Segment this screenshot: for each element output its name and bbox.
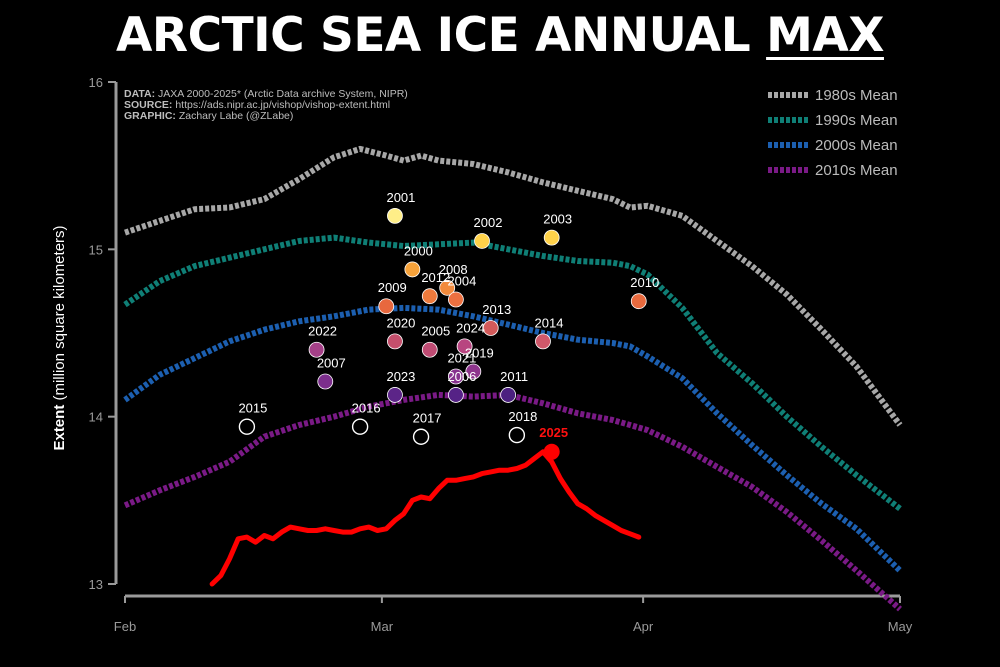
annual-max-label: 2019 bbox=[465, 345, 494, 360]
annual-max-label: 2024 bbox=[456, 320, 485, 335]
annual-max-point bbox=[447, 387, 464, 403]
annual-max-label: 2021 bbox=[447, 351, 476, 366]
x-tick-label: Feb bbox=[114, 619, 136, 634]
annual-max-point bbox=[404, 261, 421, 278]
annual-max-label: 2013 bbox=[482, 302, 511, 317]
annual-max-label: 2014 bbox=[535, 315, 564, 330]
annual-max-label: 2009 bbox=[378, 280, 407, 295]
annual-max-label: 2003 bbox=[543, 212, 572, 227]
annual-max-point bbox=[387, 333, 403, 350]
title-main: ARCTIC SEA ICE ANNUAL bbox=[116, 8, 767, 63]
annual-max-point bbox=[387, 387, 403, 403]
y-tick-label: 15 bbox=[89, 242, 103, 257]
annual-max-label: 2018 bbox=[508, 409, 537, 424]
source-graphic-line: GRAPHIC: Zachary Labe (@ZLabe) bbox=[124, 110, 293, 122]
annual-max-point bbox=[412, 428, 430, 445]
source-block: DATA: JAXA 2000-2025* (Arctic Data archi… bbox=[124, 88, 408, 122]
annual-max-point bbox=[317, 373, 334, 390]
annual-max-label: 2023 bbox=[386, 369, 415, 384]
mean-series bbox=[123, 145, 903, 612]
annual-max-label: 2017 bbox=[413, 411, 442, 426]
annual-max-point bbox=[508, 426, 526, 444]
annual-max-label: 2005 bbox=[421, 324, 450, 339]
annual-max-label: 2007 bbox=[317, 356, 346, 371]
annual-max-point bbox=[378, 298, 395, 315]
annual-max-point bbox=[474, 233, 490, 249]
series-line bbox=[124, 145, 903, 427]
title-emphasis: MAX bbox=[766, 8, 884, 63]
axes: 13 14 15 16 Feb Mar Apr May bbox=[89, 75, 913, 634]
annual-max-point bbox=[421, 341, 438, 358]
series-line bbox=[123, 234, 902, 512]
annual-max-point bbox=[447, 368, 464, 385]
annual-max-point bbox=[630, 293, 647, 310]
annual-max-label: 2022 bbox=[308, 324, 337, 339]
annual-max-point bbox=[447, 291, 464, 308]
annual-max-point bbox=[543, 229, 560, 246]
annual-max-point bbox=[387, 207, 403, 224]
annual-max-point bbox=[351, 418, 369, 435]
annual-max-label: 2016 bbox=[352, 401, 381, 416]
series-line bbox=[123, 391, 902, 612]
annual-max-label: 2015 bbox=[238, 401, 267, 416]
legend-label: 2000s Mean bbox=[815, 137, 898, 154]
current-year-line bbox=[209, 449, 642, 587]
annual-max-point bbox=[308, 341, 325, 358]
y-tick-label: 14 bbox=[89, 410, 103, 425]
annual-max-point bbox=[465, 363, 482, 380]
annual-max-label: 2004 bbox=[447, 274, 476, 289]
y-tick-label: 16 bbox=[89, 75, 103, 90]
annual-max-point bbox=[238, 418, 256, 435]
annual-max-point bbox=[456, 338, 473, 355]
legend-label: 1980s Mean bbox=[815, 87, 898, 104]
annual-max-point bbox=[500, 387, 517, 403]
x-tick-label: Mar bbox=[371, 619, 394, 634]
y-axis-label: Extent (million square kilometers) bbox=[51, 225, 68, 450]
current-year-series: 2025 bbox=[209, 425, 642, 587]
legend-label: 2010s Mean bbox=[815, 162, 898, 179]
annual-max-label: 2000 bbox=[404, 243, 433, 258]
legend: 1980s Mean 1990s Mean 2000s Mean 2010s Mean bbox=[768, 87, 898, 179]
legend-label: 1990s Mean bbox=[815, 112, 898, 129]
page-title: ARCTIC SEA ICE ANNUAL MAX bbox=[0, 8, 1000, 63]
series-line bbox=[123, 304, 903, 573]
y-tick-label: 13 bbox=[89, 577, 103, 592]
current-year-label: 2025 bbox=[539, 425, 568, 440]
annual-max-point bbox=[439, 279, 456, 296]
annual-max-label: 2001 bbox=[386, 190, 415, 205]
annual-max-label: 2008 bbox=[439, 262, 468, 277]
x-tick-label: May bbox=[888, 619, 913, 634]
annual-max-label: 2011 bbox=[500, 369, 528, 384]
source-data-line: DATA: JAXA 2000-2025* (Arctic Data archi… bbox=[124, 88, 408, 100]
source-url-line: SOURCE: https://ads.nipr.ac.jp/vishop/vi… bbox=[124, 99, 390, 111]
annual-max-label: 2020 bbox=[386, 315, 415, 330]
annual-max-label: 2002 bbox=[474, 215, 503, 230]
annual-max-label: 2006 bbox=[447, 369, 476, 384]
annual-max-label: 2010 bbox=[630, 275, 659, 290]
annual-max-point bbox=[535, 333, 551, 350]
x-tick-label: Apr bbox=[633, 619, 654, 634]
current-max-marker bbox=[543, 443, 560, 460]
annual-max-point bbox=[421, 288, 438, 305]
annual-max-point bbox=[482, 320, 499, 336]
annual-max-label: 2012 bbox=[421, 270, 450, 285]
